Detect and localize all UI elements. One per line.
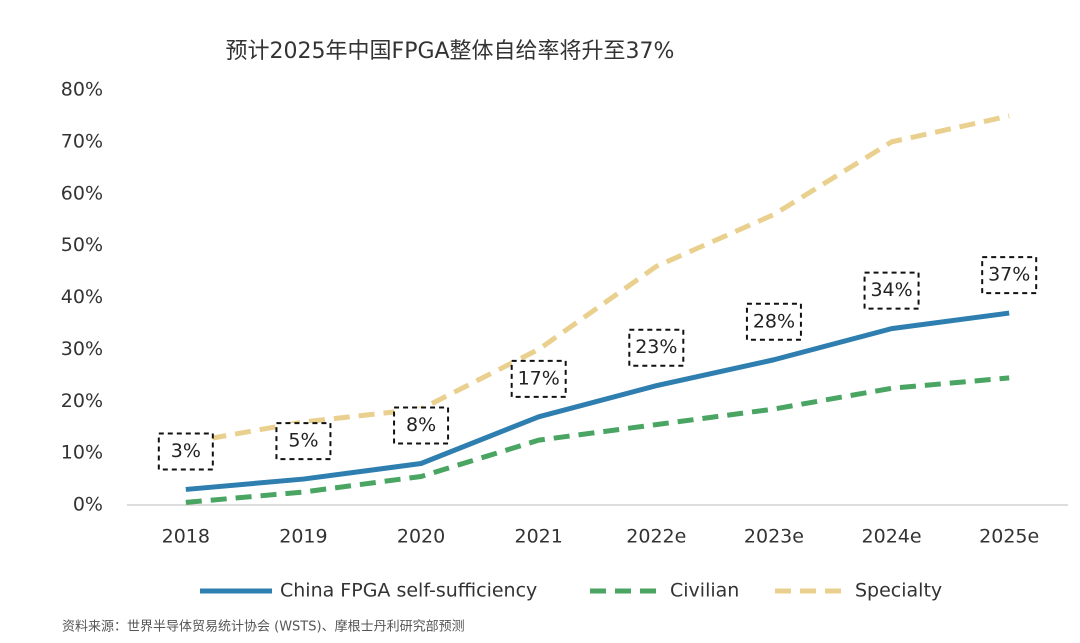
y-tick-label: 40% <box>61 286 103 308</box>
x-tick-label: 2023e <box>744 526 804 548</box>
label-box <box>863 271 920 310</box>
data-label: 8% <box>406 414 436 436</box>
x-tick-label: 2022e <box>626 526 686 548</box>
label-box <box>393 406 450 445</box>
x-tick-label: 2020 <box>397 526 445 548</box>
label-box <box>510 359 567 398</box>
x-tick-label: 2025e <box>979 526 1039 548</box>
data-label: 28% <box>753 310 795 332</box>
data-label: 37% <box>988 264 1030 286</box>
y-tick-label: 80% <box>61 79 103 101</box>
y-tick-label: 0% <box>73 494 103 516</box>
y-tick-label: 10% <box>61 442 103 464</box>
x-tick-label: 2021 <box>515 526 563 548</box>
line-series <box>185 375 1010 505</box>
y-tick-label: 30% <box>61 338 103 360</box>
x-tick-label: 2024e <box>862 526 922 548</box>
legend-label: China FPGA self-sufficiency <box>280 580 537 602</box>
data-label: 5% <box>288 430 318 452</box>
y-tick-label: 60% <box>61 182 103 204</box>
chart-title: 预计2025年中国FPGA整体自给率将升至37% <box>226 39 675 64</box>
data-label: 34% <box>870 279 912 301</box>
legend-label: Civilian <box>670 580 739 602</box>
label-box <box>745 302 802 341</box>
data-label: 17% <box>518 367 560 389</box>
label-box <box>981 256 1038 295</box>
y-tick-label: 70% <box>61 130 103 152</box>
x-tick-label: 2019 <box>279 526 327 548</box>
label-box <box>628 328 685 367</box>
x-tick-label: 2018 <box>162 526 210 548</box>
y-tick-label: 20% <box>61 390 103 412</box>
label-box <box>157 432 214 471</box>
line-series <box>185 310 1010 492</box>
legend-label: Specialty <box>855 580 942 602</box>
data-label: 23% <box>635 336 677 358</box>
line-series <box>185 113 1010 446</box>
data-label: 3% <box>171 440 201 462</box>
y-tick-label: 50% <box>61 234 103 256</box>
source-note: 资料来源：世界半导体贸易统计协会 (WSTS)、摩根士丹利研究部预测 <box>62 619 465 635</box>
label-box <box>275 422 332 461</box>
